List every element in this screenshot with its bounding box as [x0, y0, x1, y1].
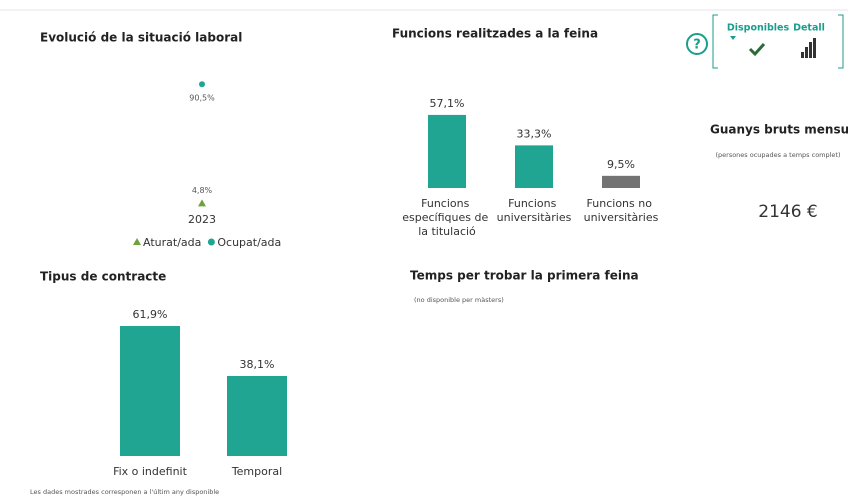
data-label: 4,8%: [192, 186, 213, 195]
chart-title: Tipus de contracte: [40, 270, 166, 284]
data-label: 33,3%: [517, 127, 552, 140]
x-tick-label: Temporal: [231, 465, 282, 478]
panel-title: Temps per trobar la primera feina: [410, 269, 639, 283]
point: [199, 81, 205, 88]
control-bracket: [712, 14, 844, 69]
x-tick-label: 2023: [188, 213, 216, 226]
panel-subtitle: (persones ocupades a temps complet): [715, 151, 840, 159]
legend-label: Aturat/ada: [143, 236, 201, 249]
data-label: 38,1%: [240, 358, 275, 371]
bar: [120, 326, 180, 456]
earnings-value: 2146 €: [758, 202, 817, 222]
panel-title: Guanys bruts mensuals: [710, 123, 848, 137]
available-tab[interactable]: Disponibles: [727, 23, 790, 34]
detail-tab[interactable]: Detall: [793, 23, 825, 34]
x-tick-label: Funcions universitàries: [497, 197, 572, 224]
panel-subtitle: (no disponible per màsters): [414, 296, 504, 304]
help-button[interactable]: [686, 33, 708, 55]
legend-marker: [207, 238, 215, 246]
legend-label: Ocupat/ada: [217, 236, 281, 249]
data-label: 9,5%: [607, 158, 635, 171]
chart-title: Evolució de la situació laboral: [40, 31, 242, 45]
x-tick-label: Fix o indefinit: [113, 465, 188, 478]
check-icon[interactable]: [748, 42, 766, 57]
data-label: 61,9%: [133, 308, 168, 321]
bar: [227, 375, 287, 456]
x-tick-label: Funcions no universitàries: [584, 197, 659, 224]
data-label: 90,5%: [189, 94, 215, 103]
bar: [602, 175, 640, 188]
x-tick-label: Funcions específiques de la titulació: [402, 197, 491, 238]
data-label: 57,1%: [430, 97, 465, 110]
bar: [515, 145, 553, 188]
bar: [428, 114, 466, 188]
tab-indicator: [730, 36, 736, 40]
footer-note: Les dades mostrades corresponen a l'últi…: [30, 488, 219, 496]
help-label[interactable]: ?: [693, 38, 701, 53]
point: [198, 199, 206, 207]
bar-icon[interactable]: [801, 38, 816, 58]
legend-marker: [133, 238, 141, 245]
chart-title: Funcions realitzades a la feina: [392, 27, 598, 41]
